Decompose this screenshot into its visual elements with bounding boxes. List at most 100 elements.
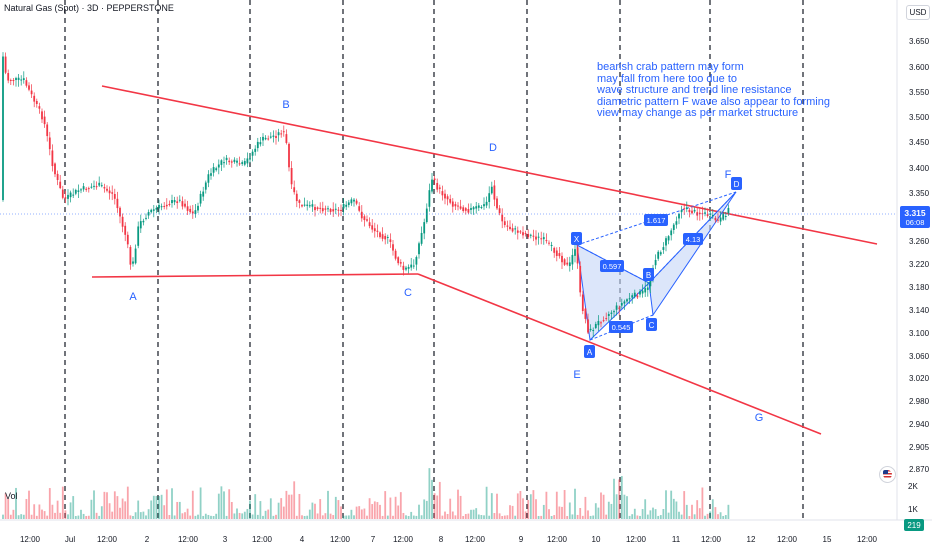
volume-bar <box>142 511 145 519</box>
candle-body <box>12 80 15 82</box>
candle-body <box>95 186 98 188</box>
analysis-note[interactable]: bearish crab pattern may form may fall f… <box>597 61 830 120</box>
lower-trendline[interactable] <box>417 273 822 435</box>
candle-body <box>168 203 171 205</box>
candle-body <box>303 204 306 206</box>
candle-body <box>314 207 316 211</box>
candle-body <box>288 143 290 168</box>
volume-bar <box>389 497 392 519</box>
volume-bar <box>514 515 517 519</box>
candle-body <box>150 209 153 213</box>
candle-body <box>350 199 353 204</box>
candle-body <box>407 266 410 269</box>
upper-trendline[interactable] <box>101 85 878 245</box>
candle-body <box>321 208 324 212</box>
candle-body <box>415 257 418 265</box>
candle-body <box>381 234 384 239</box>
candle-body <box>436 182 439 190</box>
candle-body <box>340 209 342 211</box>
vol-tick-1k: 1K <box>908 505 918 514</box>
wave-label-e: E <box>573 369 580 381</box>
volume-bar <box>532 490 535 519</box>
candle-body <box>420 232 423 244</box>
candle-body <box>524 233 527 235</box>
candle-body <box>714 217 717 221</box>
volume-bar <box>95 512 98 519</box>
candle-body <box>230 161 233 163</box>
candle-body <box>527 233 530 238</box>
candle-body <box>444 193 446 199</box>
volume-bar <box>15 487 17 519</box>
time-tick: 12:00 <box>178 535 199 544</box>
volume-bar <box>220 486 223 519</box>
volume-bar <box>464 513 467 519</box>
candle-body <box>64 197 67 199</box>
candle-body <box>584 308 587 319</box>
volume-bar <box>87 515 90 519</box>
volume-bar <box>675 501 678 519</box>
volume-bar <box>7 498 10 519</box>
volume-bar <box>56 500 59 519</box>
volume-bar <box>126 486 129 519</box>
volume-bar <box>191 490 194 519</box>
candle-body <box>2 56 4 200</box>
symbol-title[interactable]: Natural Gas (Spot) · 3D · PEPPERSTONE <box>4 3 174 13</box>
volume-bar <box>420 515 423 519</box>
time-tick: 12:00 <box>330 535 351 544</box>
candle-body <box>277 132 280 136</box>
time-tick: 12:00 <box>252 535 273 544</box>
volume-bar <box>61 486 64 519</box>
candle-body <box>626 299 628 302</box>
volume-bar <box>685 504 688 519</box>
candle-body <box>654 259 657 266</box>
volume-bar <box>155 495 158 519</box>
candle-body <box>717 219 719 221</box>
volume-bar <box>340 506 342 519</box>
candle-body <box>477 205 480 208</box>
candle-body <box>633 292 636 297</box>
volume-bar <box>475 508 478 519</box>
trendlines[interactable] <box>91 85 878 435</box>
us-flag-event-icon[interactable] <box>879 466 896 483</box>
volume-label[interactable]: Vol <box>5 491 18 501</box>
volume-bar <box>386 515 389 519</box>
volume-bar <box>298 493 301 519</box>
candle-body <box>25 80 28 86</box>
volume-bar <box>85 516 88 519</box>
candle-body <box>43 116 46 125</box>
time-tick: 7 <box>371 535 376 544</box>
volume-bar <box>108 503 111 519</box>
volume-bar <box>212 515 215 519</box>
candle-body <box>319 207 322 209</box>
volume-bar <box>470 509 472 519</box>
candle-body <box>581 294 584 312</box>
candle-body <box>675 221 678 225</box>
candle-body <box>379 232 381 238</box>
time-tick: 12:00 <box>465 535 486 544</box>
volume-bar <box>652 507 654 519</box>
price-axis[interactable] <box>0 0 932 521</box>
support-line-ac[interactable] <box>91 273 419 278</box>
candle-body <box>217 164 220 168</box>
volume-bar <box>147 509 150 519</box>
volume-bar <box>295 515 298 519</box>
volume-bar <box>285 490 288 519</box>
candle-body <box>698 212 701 215</box>
candle-body <box>600 322 602 324</box>
volume-bar <box>350 509 353 519</box>
wave-label-d: D <box>489 142 497 154</box>
volume-bar <box>594 503 597 519</box>
candle-body <box>233 159 236 163</box>
harmonic-ratio-abc: 0.545 <box>612 323 631 332</box>
volume-bar <box>615 494 618 519</box>
volume-bar <box>509 505 511 519</box>
volume-bar <box>472 509 475 519</box>
currency-button[interactable]: USD <box>906 5 930 20</box>
volume-bar <box>613 478 615 519</box>
candle-body <box>605 318 608 320</box>
volume-bar <box>74 515 77 519</box>
candle-body <box>399 262 402 264</box>
wave-label-a: A <box>129 291 137 303</box>
price-tick: 3.650 <box>909 37 930 46</box>
